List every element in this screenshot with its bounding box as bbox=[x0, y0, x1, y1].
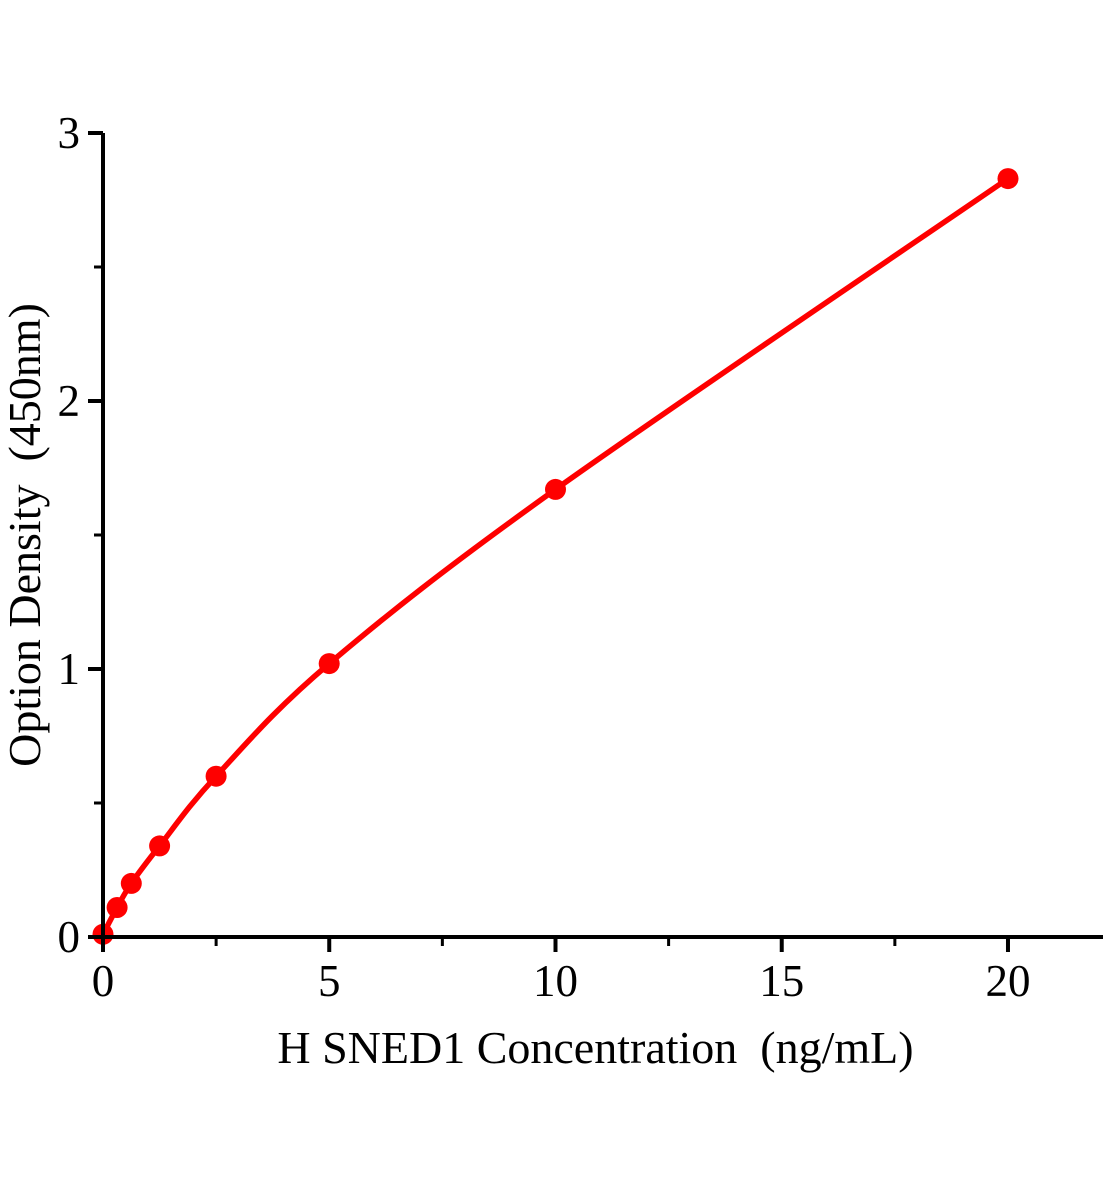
x-tick-label: 0 bbox=[92, 956, 115, 1006]
data-point-marker bbox=[545, 478, 566, 500]
data-point-marker bbox=[149, 835, 171, 857]
y-tick-label: 2 bbox=[58, 376, 81, 426]
standard-curve-line bbox=[100, 175, 1011, 938]
x-axis-title: H SNED1 Concentration (ng/mL) bbox=[277, 1022, 913, 1073]
data-point-marker bbox=[997, 168, 1019, 190]
y-axis-title: Option Density (450nm) bbox=[0, 303, 50, 767]
data-point-marker bbox=[120, 872, 142, 894]
x-tick-label: 5 bbox=[318, 956, 341, 1006]
y-tick-label: 3 bbox=[58, 108, 81, 158]
x-tick-label: 15 bbox=[759, 956, 804, 1006]
x-tick-label: 20 bbox=[985, 956, 1030, 1006]
y-tick-label: 1 bbox=[58, 644, 81, 694]
data-point-marker bbox=[106, 897, 128, 918]
data-point-marker bbox=[318, 653, 340, 675]
x-tick-label: 10 bbox=[533, 956, 578, 1006]
data-point-marker bbox=[205, 765, 227, 787]
y-tick-label: 0 bbox=[58, 912, 81, 962]
